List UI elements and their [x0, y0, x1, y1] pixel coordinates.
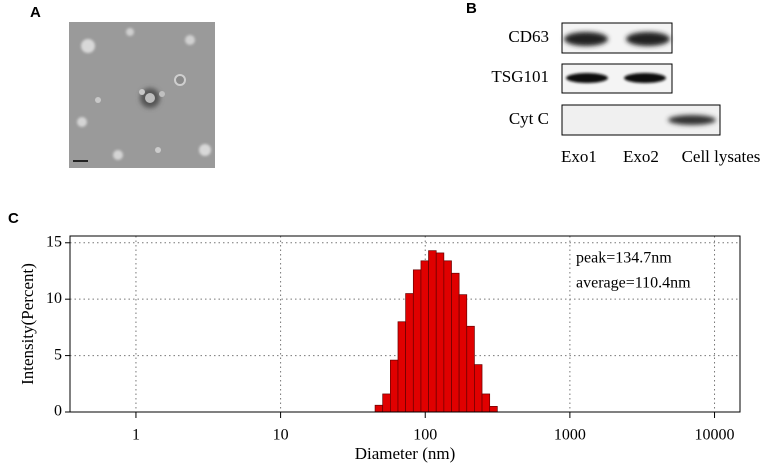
bar: [481, 393, 491, 413]
bar: [474, 364, 483, 413]
bar: [412, 269, 422, 413]
blot-row-label: Cyt C: [509, 109, 549, 128]
bar: [466, 325, 475, 413]
bar: [420, 260, 429, 413]
y-axis-label: Intensity(Percent): [18, 263, 37, 385]
plot-frame: [69, 235, 741, 413]
panel-label: C: [8, 210, 19, 227]
y-tick-label: 15: [46, 233, 62, 250]
blot-row-label: TSG101: [491, 67, 549, 86]
blot-row-label: CD63: [508, 27, 549, 46]
bar: [405, 293, 414, 413]
blot: CD63 TSG101 Cyt C Exo1 Exo2 Cell lysates: [491, 22, 761, 166]
panel-label: A: [30, 4, 41, 21]
bar: [374, 404, 384, 413]
x-tick-label: 100: [413, 427, 437, 444]
blot-lane-label: Exo1: [561, 147, 597, 166]
annotation: average=110.4nm: [576, 275, 691, 292]
x-tick-label: 1000: [554, 427, 586, 444]
bar: [397, 321, 406, 413]
bar: [428, 250, 437, 413]
bar: [451, 272, 460, 413]
bar: [382, 393, 391, 413]
x-tick-label: 10000: [695, 427, 735, 444]
y-tick-label: 0: [54, 403, 62, 420]
x-tick-label: 1: [132, 427, 140, 444]
x-tick-label: 10: [273, 427, 289, 444]
chart: 0 5 10 15 1 10 100 1000 10000 Diameter (nm) Intens…: [18, 233, 741, 463]
annotation: peak=134.7nm: [576, 250, 672, 267]
bar: [458, 294, 468, 413]
bar: [435, 252, 445, 413]
y-tick-label: 5: [54, 346, 62, 363]
x-axis-label: Diameter (nm): [355, 444, 456, 463]
y-tick-label: 10: [46, 290, 62, 307]
bar: [443, 260, 452, 413]
bar: [390, 359, 399, 413]
bar: [489, 406, 498, 413]
blot-lane-label: Exo2: [623, 147, 659, 166]
blot-lane-label: Cell lysates: [682, 147, 761, 166]
panel-label: B: [466, 0, 477, 17]
tem-image: [69, 22, 215, 168]
